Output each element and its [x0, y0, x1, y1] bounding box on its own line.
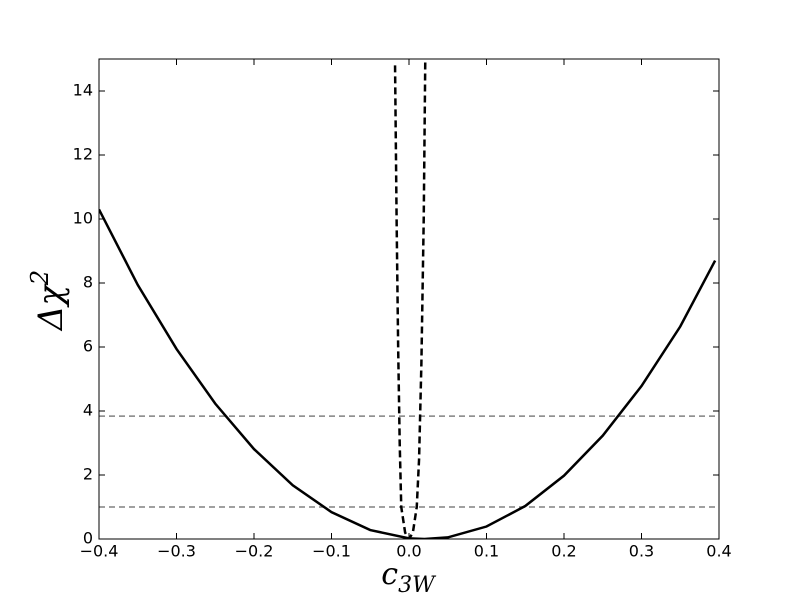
y-label-base: Δχ [31, 283, 71, 333]
y-tick-label: 10 [73, 209, 93, 228]
x-tick-label: −0.1 [312, 542, 351, 561]
x-tick-label: −0.2 [235, 542, 274, 561]
y-tick-label: 6 [83, 337, 93, 356]
y-axis-label: Δχ2 [26, 270, 71, 332]
y-label-sup: 2 [26, 270, 54, 286]
x-label-base: c [381, 557, 398, 592]
y-tick-label: 8 [83, 273, 93, 292]
x-tick-label: −0.3 [157, 542, 196, 561]
x-tick-label: 0.1 [474, 542, 499, 561]
x-tick-label: 0.3 [629, 542, 654, 561]
x-tick-label: −0.4 [80, 542, 119, 561]
y-tick-label: 14 [73, 81, 93, 100]
x-tick-label: 0.0 [396, 542, 421, 561]
y-tick-label: 0 [83, 529, 93, 548]
x-tick-label: 0.4 [706, 542, 731, 561]
y-tick-label: 2 [83, 465, 93, 484]
x-axis-label: c3W [381, 557, 437, 598]
x-tick-label: 0.2 [551, 542, 576, 561]
y-tick-label: 12 [73, 145, 93, 164]
y-tick-label: 4 [83, 401, 93, 420]
data-line [393, 59, 427, 539]
x-label-sub: 3W [398, 573, 437, 598]
